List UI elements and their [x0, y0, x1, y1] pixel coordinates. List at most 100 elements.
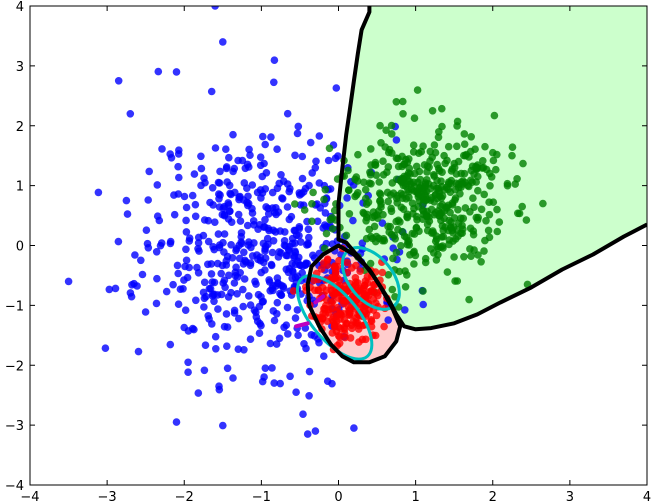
data-point-series-0-336 — [174, 162, 182, 171]
data-point-series-0-456 — [291, 151, 299, 160]
data-point-series-0-80 — [285, 187, 294, 196]
data-point-series-1-2 — [477, 258, 485, 266]
data-point-series-0-71 — [293, 129, 302, 138]
data-point-series-1-425 — [451, 194, 460, 202]
data-point-series-1-302 — [308, 217, 316, 226]
data-point-series-1-363 — [387, 204, 395, 213]
data-point-series-1-388 — [367, 180, 375, 188]
data-point-series-0-156 — [191, 200, 200, 209]
data-point-series-0-175 — [229, 130, 237, 139]
data-point-series-2-216 — [330, 323, 339, 331]
data-point-series-0-426 — [266, 339, 275, 348]
data-point-series-1-386 — [375, 178, 384, 186]
data-point-series-0-490 — [270, 379, 279, 387]
data-point-series-0-480 — [191, 212, 200, 221]
data-point-series-0-476 — [182, 245, 190, 254]
data-point-series-2-193 — [351, 274, 360, 282]
data-point-series-1-450 — [451, 235, 460, 243]
data-point-series-0-379 — [226, 207, 234, 216]
data-point-series-1-335 — [453, 142, 461, 151]
data-point-series-0-446 — [195, 247, 203, 255]
data-point-series-1-29 — [410, 114, 419, 122]
data-point-series-1-109 — [453, 122, 461, 130]
data-point-series-0-157 — [223, 342, 231, 351]
data-point-series-0-237 — [331, 154, 340, 163]
data-point-series-0-509 — [291, 273, 300, 282]
data-point-series-0-118 — [182, 256, 191, 265]
data-point-series-0-274 — [192, 296, 200, 305]
data-point-series-0-134 — [94, 188, 103, 197]
x-axis-tick-labels: −4 −3 −2 −1 0 1 2 3 4 — [20, 490, 651, 503]
data-point-series-2-200 — [348, 324, 356, 333]
data-point-series-2-167 — [369, 295, 378, 303]
data-point-series-0-279 — [291, 314, 300, 322]
data-point-series-0-119 — [197, 152, 205, 161]
data-point-series-1-58 — [480, 190, 489, 199]
data-point-series-1-277 — [421, 191, 429, 200]
data-point-series-1-446 — [392, 194, 401, 203]
data-point-series-0-552 — [316, 204, 325, 212]
data-point-series-1-249 — [412, 212, 421, 221]
data-point-series-0-486 — [283, 251, 292, 260]
data-point-series-1-460 — [392, 98, 401, 106]
data-point-series-0-309 — [222, 310, 231, 318]
data-point-series-0-76 — [204, 216, 213, 225]
data-point-series-1-59 — [460, 130, 469, 138]
data-point-series-1-382 — [400, 160, 409, 168]
data-point-series-0-277 — [207, 87, 216, 96]
data-point-series-1-380 — [457, 214, 465, 223]
data-point-series-1-390 — [394, 216, 403, 225]
data-point-series-2-93 — [333, 303, 342, 312]
data-point-series-0-100 — [194, 269, 203, 277]
data-point-series-0-295 — [219, 421, 227, 430]
data-point-series-0-257 — [234, 345, 243, 354]
data-point-series-1-154 — [391, 293, 399, 301]
data-point-series-1-250 — [489, 156, 498, 165]
data-point-series-1-416 — [460, 252, 468, 261]
data-point-series-1-377 — [503, 179, 512, 188]
data-point-series-0-225 — [392, 136, 401, 144]
data-point-series-0-474 — [180, 323, 188, 332]
data-point-series-0-90 — [237, 229, 246, 237]
data-point-series-2-220 — [365, 306, 373, 314]
data-point-series-0-443 — [300, 340, 308, 348]
data-point-series-0-352 — [208, 320, 216, 328]
data-point-series-0-264 — [224, 293, 233, 301]
data-point-series-0-103 — [174, 150, 183, 158]
data-point-series-0-14 — [204, 312, 212, 320]
data-point-series-0-538 — [144, 244, 153, 252]
data-point-series-0-526 — [273, 184, 282, 193]
data-point-series-0-431 — [258, 189, 267, 197]
data-point-series-1-465 — [489, 148, 497, 157]
data-point-series-0-430 — [194, 239, 203, 247]
data-point-series-1-404 — [376, 190, 385, 199]
data-point-series-0-291 — [224, 201, 233, 209]
data-point-series-0-371 — [278, 194, 286, 202]
data-point-series-1-439 — [429, 229, 438, 237]
data-point-series-0-434 — [253, 251, 261, 259]
data-point-series-0-341 — [208, 184, 217, 192]
data-point-series-0-115 — [205, 284, 214, 293]
data-point-series-1-406 — [514, 209, 522, 218]
data-point-series-0-525 — [218, 210, 227, 219]
data-point-series-1-334 — [376, 197, 384, 205]
data-point-series-1-367 — [446, 208, 454, 217]
data-point-series-1-400 — [344, 166, 352, 175]
data-point-series-0-547 — [252, 280, 260, 288]
data-point-series-1-167 — [444, 142, 453, 151]
data-point-series-0-425 — [283, 203, 292, 211]
data-point-series-0-414 — [384, 316, 393, 324]
data-point-series-0-364 — [319, 224, 328, 232]
data-point-series-1-333 — [434, 251, 442, 259]
data-point-series-0-327 — [185, 234, 194, 242]
covariance-ellipse-1 — [295, 274, 374, 361]
data-point-series-0-216 — [259, 132, 267, 141]
data-point-series-0-126 — [123, 210, 132, 218]
data-point-series-0-569 — [311, 427, 320, 435]
data-point-series-0-320 — [169, 280, 177, 289]
data-point-series-0-262 — [268, 248, 277, 257]
data-point-series-1-132 — [434, 133, 443, 142]
data-point-series-0-495 — [270, 208, 279, 217]
data-point-series-0-466 — [188, 191, 197, 200]
data-point-series-2-117 — [362, 335, 370, 344]
